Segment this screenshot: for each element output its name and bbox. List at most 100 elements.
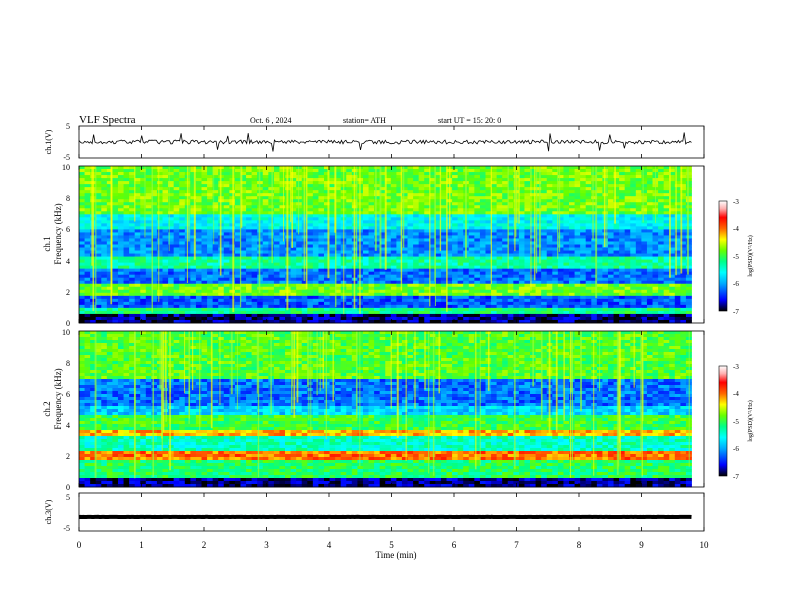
spectrogram-cell [557,223,564,227]
spectrogram-cell [591,238,598,242]
spectrogram-cell [669,229,676,233]
spectrogram-cell [502,166,509,170]
spectrogram-cell [452,205,459,209]
spectrogram-cell [669,178,676,182]
spectrogram-cell [346,271,353,276]
spectrogram-cell [663,220,670,224]
spectrogram-cell [195,286,202,291]
spectrogram-cell [212,295,219,300]
spectrogram-cell [385,223,392,227]
spectrogram-cell [79,229,85,233]
spectrogram-cell [463,283,470,288]
spectrogram-cell [674,247,681,251]
spectrogram-cell [162,259,169,264]
spectrogram-cell [674,259,681,264]
spectrogram-cell [234,301,241,306]
spectrogram-cell [168,193,175,197]
spectrogram-cell [474,214,481,218]
spectrogram-cell [619,187,626,191]
spectrogram-cell [507,247,514,251]
spectrogram-cell [296,271,303,276]
spectrogram-cell [563,256,570,260]
spectrogram-cell [296,298,303,303]
spectrogram-cell [168,208,175,212]
spectrogram-cell [79,283,85,288]
spectrogram-cell [513,238,520,242]
spectrogram-cell [485,223,492,227]
spectrogram-cell [518,268,525,273]
spectrogram-cell [312,220,319,224]
spectrogram-cell [591,196,598,200]
spectrogram-cell [418,259,425,264]
spectrogram-cell [318,178,325,182]
spectrogram-cell [151,223,158,227]
spectrogram-cell [680,250,687,254]
spectrogram-cell [401,190,408,194]
spectrogram-cell [624,274,631,279]
spectrogram-cell [374,238,381,242]
spectrogram-cell [491,235,498,239]
spectrogram-cell [324,178,330,182]
spectrogram-cell [385,178,392,182]
spectrogram-cell [619,277,626,282]
spectrogram-cell [318,271,325,276]
spectrogram-cell [468,235,475,239]
spectrogram-cell [396,280,403,285]
spectrogram-cell [212,169,219,173]
spectrogram-cell [195,265,202,270]
spectrogram-cell [507,283,514,288]
spectrogram-cell [530,202,536,206]
spectrogram-cell [279,199,286,203]
spectrogram-cell [156,241,163,245]
spectrogram-cell [630,286,637,291]
spectrogram-cell [569,217,575,221]
spectrogram-cell [524,277,531,282]
spectrogram-cell [385,265,392,270]
spectrogram-cell [162,268,169,273]
spectrogram-cell [658,298,665,303]
spectrogram-cell [379,193,386,197]
spectrogram-cell [574,193,581,197]
spectrogram-cell [379,190,386,194]
spectrogram-cell [557,190,564,194]
spectrogram-cell [569,238,575,242]
spectrogram-cell [151,181,158,185]
spectrogram-cell [591,247,598,251]
spectrogram-cell [374,292,381,297]
spectrogram-cell [207,262,214,267]
spectrogram-cell [674,232,681,236]
spectrogram-cell [435,172,442,176]
spectrogram-cell [312,289,319,294]
spectrogram-cell [123,166,130,170]
spectrogram-cell [502,181,509,185]
spectrogram-cell [95,265,102,270]
spectrogram-cell [474,298,481,303]
spectrogram-cell [162,274,169,279]
spectrogram-cell [296,295,303,300]
spectrogram-cell [374,283,381,288]
spectrogram-cell [385,220,392,224]
spectrogram-cell [129,184,136,188]
spectrogram-cell [368,259,375,264]
spectrogram-cell [591,205,598,209]
spectrogram-cell [563,241,570,245]
spectrogram-cell [557,232,564,236]
spectrogram-cell [658,271,665,276]
spectrogram-cell [156,187,163,191]
spectrogram-cell [279,184,286,188]
spectrogram-cell [424,238,431,242]
spectrogram-cell [446,265,453,270]
spectrogram-cell [452,196,459,200]
spectrogram-cell [179,253,186,257]
spectrogram-cell [335,268,342,273]
spectrogram-cell [518,190,525,194]
spectrogram-cell [145,286,152,291]
spectrogram-cell [630,262,637,267]
spectrogram-cell [574,292,581,297]
spectrogram-cell [513,274,520,279]
spectrogram-cell [396,298,403,303]
spectrogram-cell [145,187,152,191]
spectrogram-cell [563,283,570,288]
spectrogram-cell [630,280,637,285]
spectrogram-cell [518,247,525,251]
